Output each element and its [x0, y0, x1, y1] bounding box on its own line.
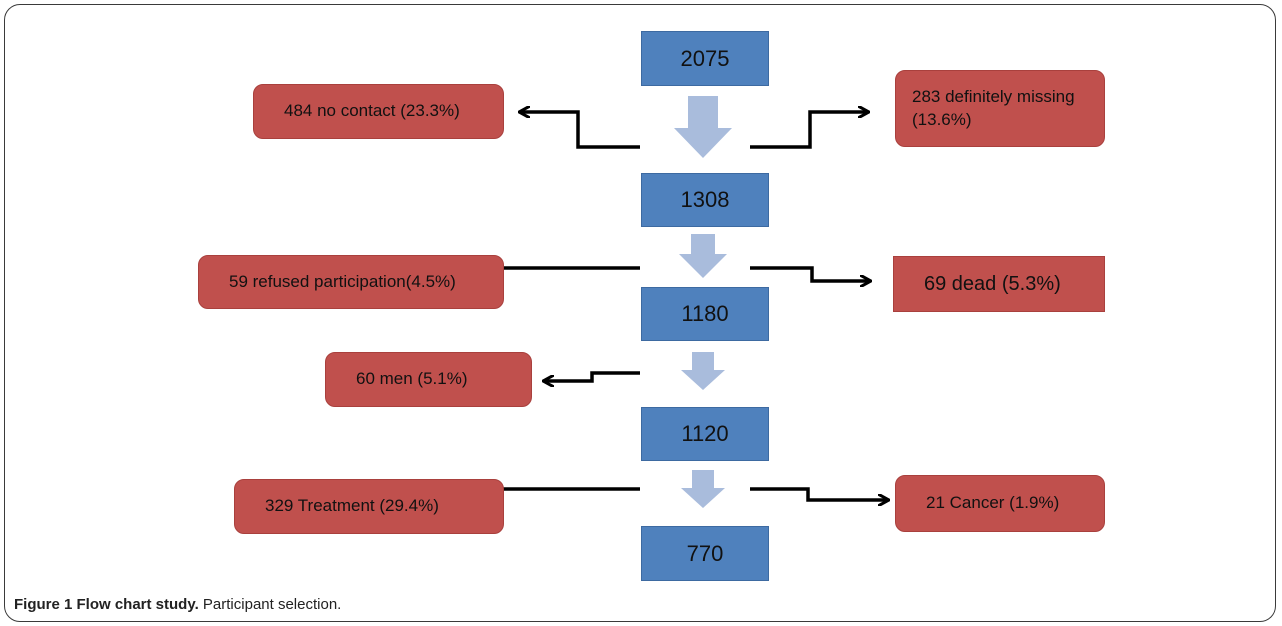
exclusion-label: 21 Cancer (1.9%)	[926, 493, 1060, 513]
count-label: 1120	[681, 421, 729, 446]
count-box-770: 770	[641, 526, 769, 581]
exclusion-label: 69 dead (5.3%)	[924, 272, 1061, 295]
count-box-1180: 1180	[641, 287, 769, 341]
exclusion-label: 484 no contact (23.3%)	[284, 101, 460, 121]
exclusion-box-dead: 69 dead (5.3%)	[893, 256, 1105, 312]
exclusion-box-missing: 283 definitely missing (13.6%)	[895, 70, 1105, 147]
exclusion-box-treatment: 329 Treatment (29.4%)	[234, 479, 504, 534]
figure-caption: Figure 1 Flow chart study. Participant s…	[14, 596, 341, 613]
connector-right-2	[750, 266, 870, 281]
down-arrow-2	[679, 234, 727, 278]
count-label: 770	[686, 540, 724, 566]
exclusion-label: 283 definitely missing (13.6%)	[912, 86, 1075, 129]
connector-left-1	[520, 112, 640, 149]
connector-right-1	[750, 112, 868, 149]
exclusion-label: 60 men (5.1%)	[356, 369, 468, 389]
down-arrow-4	[681, 470, 725, 508]
figure-frame	[4, 4, 1276, 622]
caption-title: Figure 1 Flow chart study.	[14, 596, 199, 613]
exclusion-box-refused: 59 refused participation(4.5%)	[198, 255, 504, 309]
connector-left-3	[544, 371, 640, 381]
count-box-1308: 1308	[641, 173, 769, 227]
exclusion-label: 59 refused participation(4.5%)	[229, 271, 456, 291]
connector-right-4	[750, 487, 888, 500]
count-label: 1308	[680, 187, 730, 212]
exclusion-box-cancer: 21 Cancer (1.9%)	[895, 475, 1105, 532]
count-label: 2075	[680, 45, 730, 71]
exclusion-box-men: 60 men (5.1%)	[325, 352, 532, 407]
down-arrow-3	[681, 352, 725, 390]
exclusion-label: 329 Treatment (29.4%)	[265, 496, 439, 516]
count-label: 1180	[681, 301, 729, 326]
exclusion-box-no-contact: 484 no contact (23.3%)	[253, 84, 504, 139]
count-box-2075: 2075	[641, 31, 769, 86]
down-arrow-1	[674, 96, 732, 158]
count-box-1120: 1120	[641, 407, 769, 461]
caption-text: Participant selection.	[202, 596, 342, 613]
